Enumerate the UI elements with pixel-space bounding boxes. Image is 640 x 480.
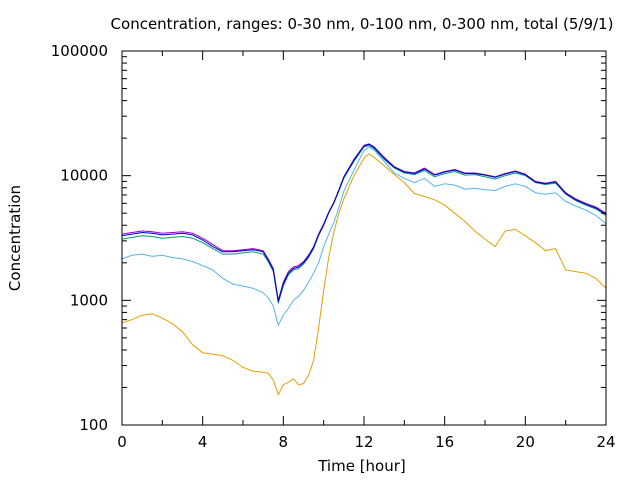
series-line-2 (121, 146, 607, 326)
x-tick-label: 4 (198, 433, 208, 451)
x-tick-label: 0 (117, 433, 127, 451)
plot-frame (121, 50, 607, 426)
series-line-3 (121, 144, 607, 304)
x-tick-label: 12 (354, 433, 373, 451)
x-axis-label: Time [hour] (317, 457, 406, 475)
series-line-4 (121, 143, 607, 301)
chart-title: Concentration, ranges: 0-30 nm, 0-100 nm… (111, 15, 614, 33)
x-tick-label: 8 (279, 433, 289, 451)
x-tick-label: 24 (596, 433, 615, 451)
y-tick-label: 100 (79, 416, 108, 434)
y-tick-label: 100000 (51, 42, 108, 60)
series-line-5 (121, 143, 607, 302)
ticks (121, 51, 607, 426)
y-axis-label: Concentration (6, 185, 24, 291)
y-tick-label: 1000 (70, 291, 108, 309)
x-tick-label: 20 (516, 433, 535, 451)
plot-lines (121, 143, 607, 396)
y-tick-label: 10000 (60, 167, 108, 185)
tick-labels: 0 4 8 12 16 20 24 100 1000 10000 100000 (51, 42, 616, 451)
series-line-1 (121, 153, 607, 396)
x-tick-label: 16 (435, 433, 454, 451)
